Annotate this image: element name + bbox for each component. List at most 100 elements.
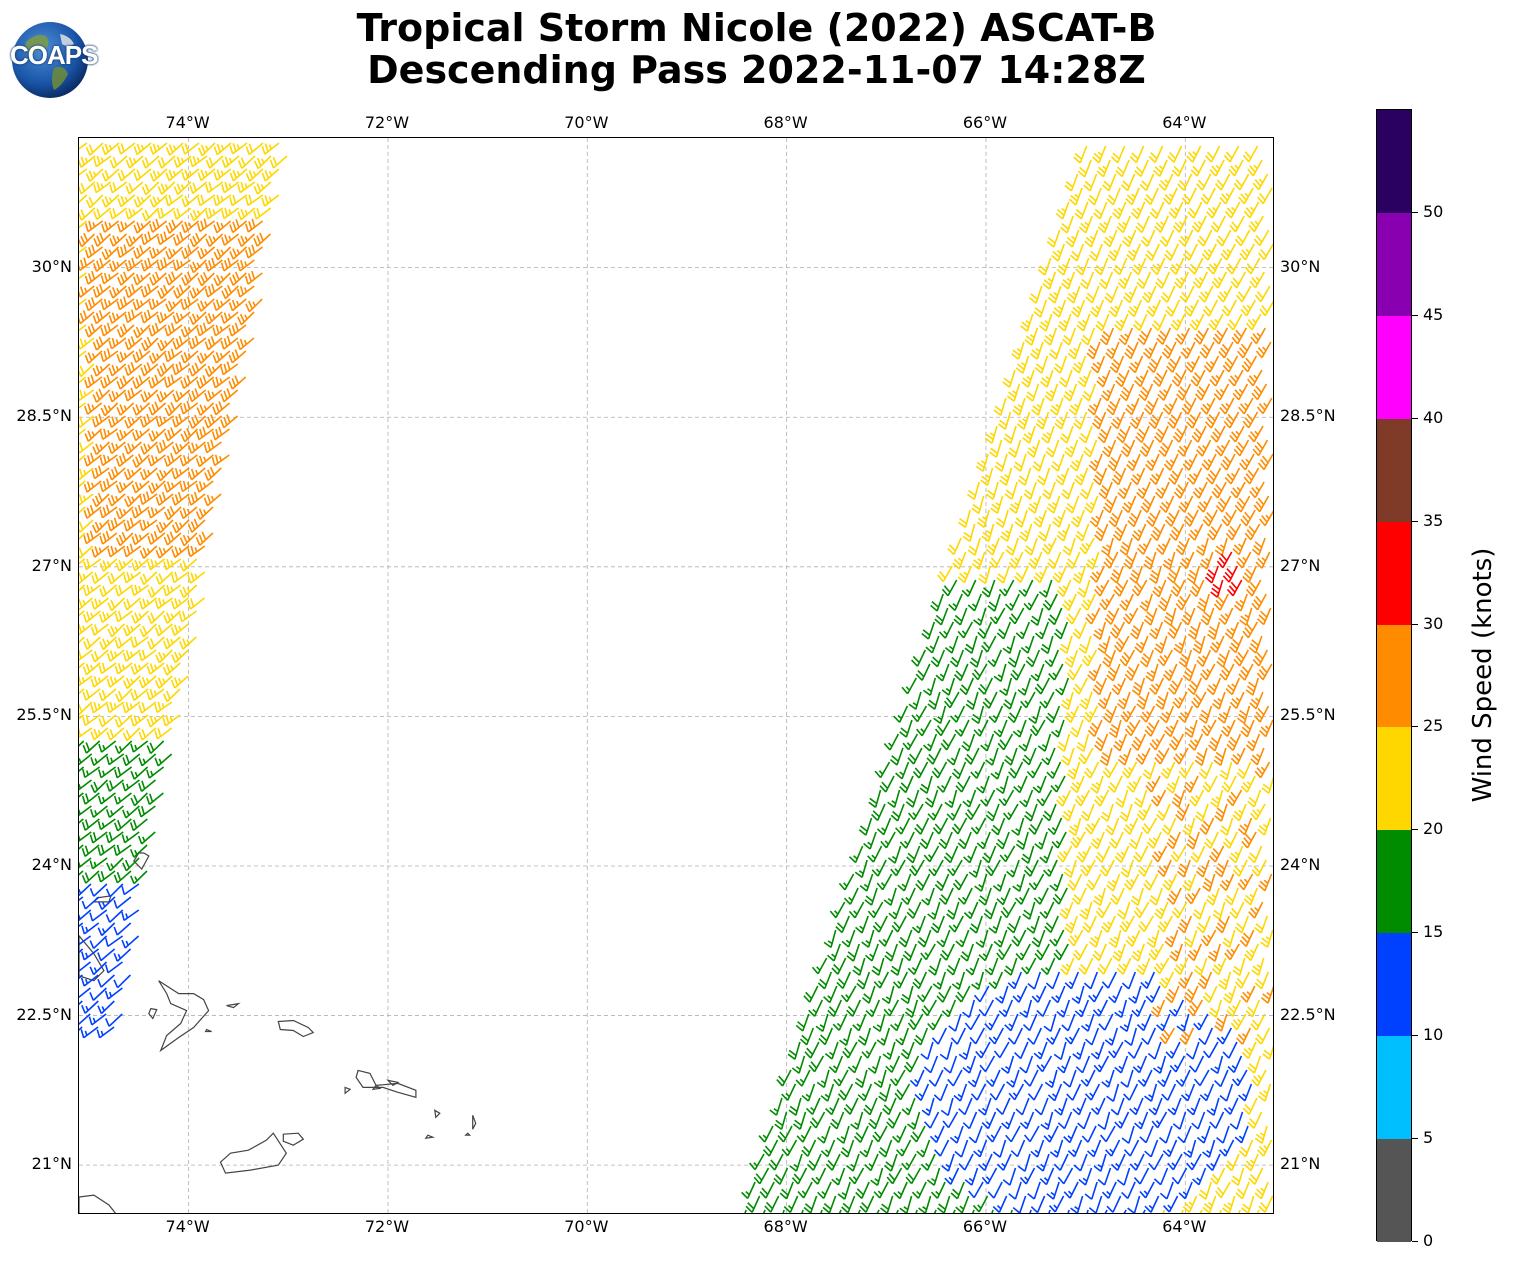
wind-barb [99, 478, 118, 493]
wind-barb [1010, 663, 1026, 681]
wind-barb [1168, 201, 1184, 219]
wind-barb [1251, 383, 1268, 401]
wind-barb [1089, 509, 1104, 528]
wind-barb [837, 1083, 854, 1101]
wind-barb [982, 691, 998, 709]
wind-barb [155, 545, 174, 559]
wind-barb [89, 805, 108, 818]
wind-barb [91, 465, 110, 480]
wind-barb [838, 873, 855, 891]
wind-barb [1169, 943, 1183, 962]
wind-barb [261, 168, 280, 182]
wind-barb [187, 491, 206, 506]
wind-barb [868, 789, 882, 808]
wind-barb [79, 805, 92, 818]
wind-barb [1090, 775, 1104, 794]
wind-barb [197, 142, 216, 157]
wind-barb [1011, 817, 1025, 836]
wind-barb [926, 747, 942, 765]
wind-barb [972, 1195, 989, 1213]
wind-barb [79, 974, 83, 988]
wind-barb [1227, 1055, 1243, 1074]
wind-barb [876, 817, 892, 836]
wind-barb [1138, 915, 1154, 933]
wind-barb [936, 775, 952, 793]
wind-barb [98, 688, 117, 702]
colorbar-tick-mark [1412, 623, 1418, 625]
island-coastline [277, 1019, 315, 1038]
wind-barb [81, 818, 100, 831]
wind-barb [1004, 747, 1018, 766]
wind-barb [122, 649, 141, 662]
wind-barb [85, 168, 104, 182]
wind-barb [236, 259, 255, 272]
wind-barb [912, 971, 928, 990]
wind-barb [974, 873, 988, 892]
colorbar [1376, 109, 1412, 1242]
wind-barb [82, 740, 101, 754]
wind-barb [981, 845, 997, 864]
wind-barb [229, 271, 247, 286]
wind-barb [1110, 1153, 1126, 1171]
wind-barb [1159, 495, 1175, 513]
wind-barb [139, 597, 157, 610]
wind-barb [946, 747, 961, 766]
wind-barb [1011, 341, 1025, 360]
wind-barb [1256, 663, 1273, 681]
wind-barb [983, 901, 998, 920]
wind-barb [1251, 957, 1265, 976]
wind-barb [1015, 1097, 1030, 1116]
wind-barb [984, 425, 998, 444]
wind-barb [1112, 201, 1127, 220]
wind-barb [957, 831, 972, 850]
wind-barb [137, 805, 156, 818]
wind-barb [1056, 845, 1073, 863]
wind-barb [1007, 971, 1023, 990]
wind-barb [969, 649, 984, 668]
wind-barb [1109, 621, 1126, 639]
wind-barb [138, 753, 157, 767]
wind-barb [1230, 481, 1246, 499]
wind-barb [871, 957, 885, 976]
wind-barb [1154, 481, 1170, 499]
wind-barb [79, 389, 95, 402]
wind-barb [916, 1139, 931, 1158]
wind-barb [1208, 999, 1223, 1018]
wind-barb [895, 1139, 912, 1157]
wind-barb [220, 311, 239, 324]
wind-barb [1072, 621, 1088, 640]
wind-barb [880, 1195, 894, 1213]
wind-barb [936, 1195, 951, 1213]
wind-barb [1161, 1083, 1177, 1101]
wind-barb [1076, 845, 1092, 863]
wind-barb [1018, 1209, 1032, 1213]
wind-barb [212, 324, 231, 337]
wind-barb [1200, 397, 1216, 415]
wind-barb [90, 727, 109, 741]
wind-barb [1014, 565, 1029, 583]
wind-barb [121, 935, 140, 949]
wind-barb [768, 1153, 784, 1171]
wind-barb [1019, 789, 1034, 808]
wind-barb [1259, 299, 1273, 317]
wind-barb [180, 324, 199, 338]
wind-barb [188, 414, 207, 429]
wind-barb [1031, 929, 1046, 948]
wind-barb [228, 375, 247, 390]
wind-barb [79, 1000, 83, 1014]
wind-barb [211, 426, 230, 441]
wind-barb [148, 480, 166, 494]
wind-barb [122, 857, 140, 872]
wind-barb [1187, 621, 1202, 640]
wind-barb [165, 298, 183, 313]
wind-barb [1068, 397, 1083, 416]
wind-barb [1019, 1111, 1035, 1130]
wind-barb [1033, 509, 1047, 528]
wind-barb [79, 740, 85, 755]
wind-barb [156, 337, 175, 352]
wind-barb [79, 883, 92, 897]
wind-barb [990, 761, 1005, 780]
wind-barb [871, 859, 887, 877]
wind-barb [943, 1055, 958, 1074]
wind-barb [1236, 551, 1252, 569]
